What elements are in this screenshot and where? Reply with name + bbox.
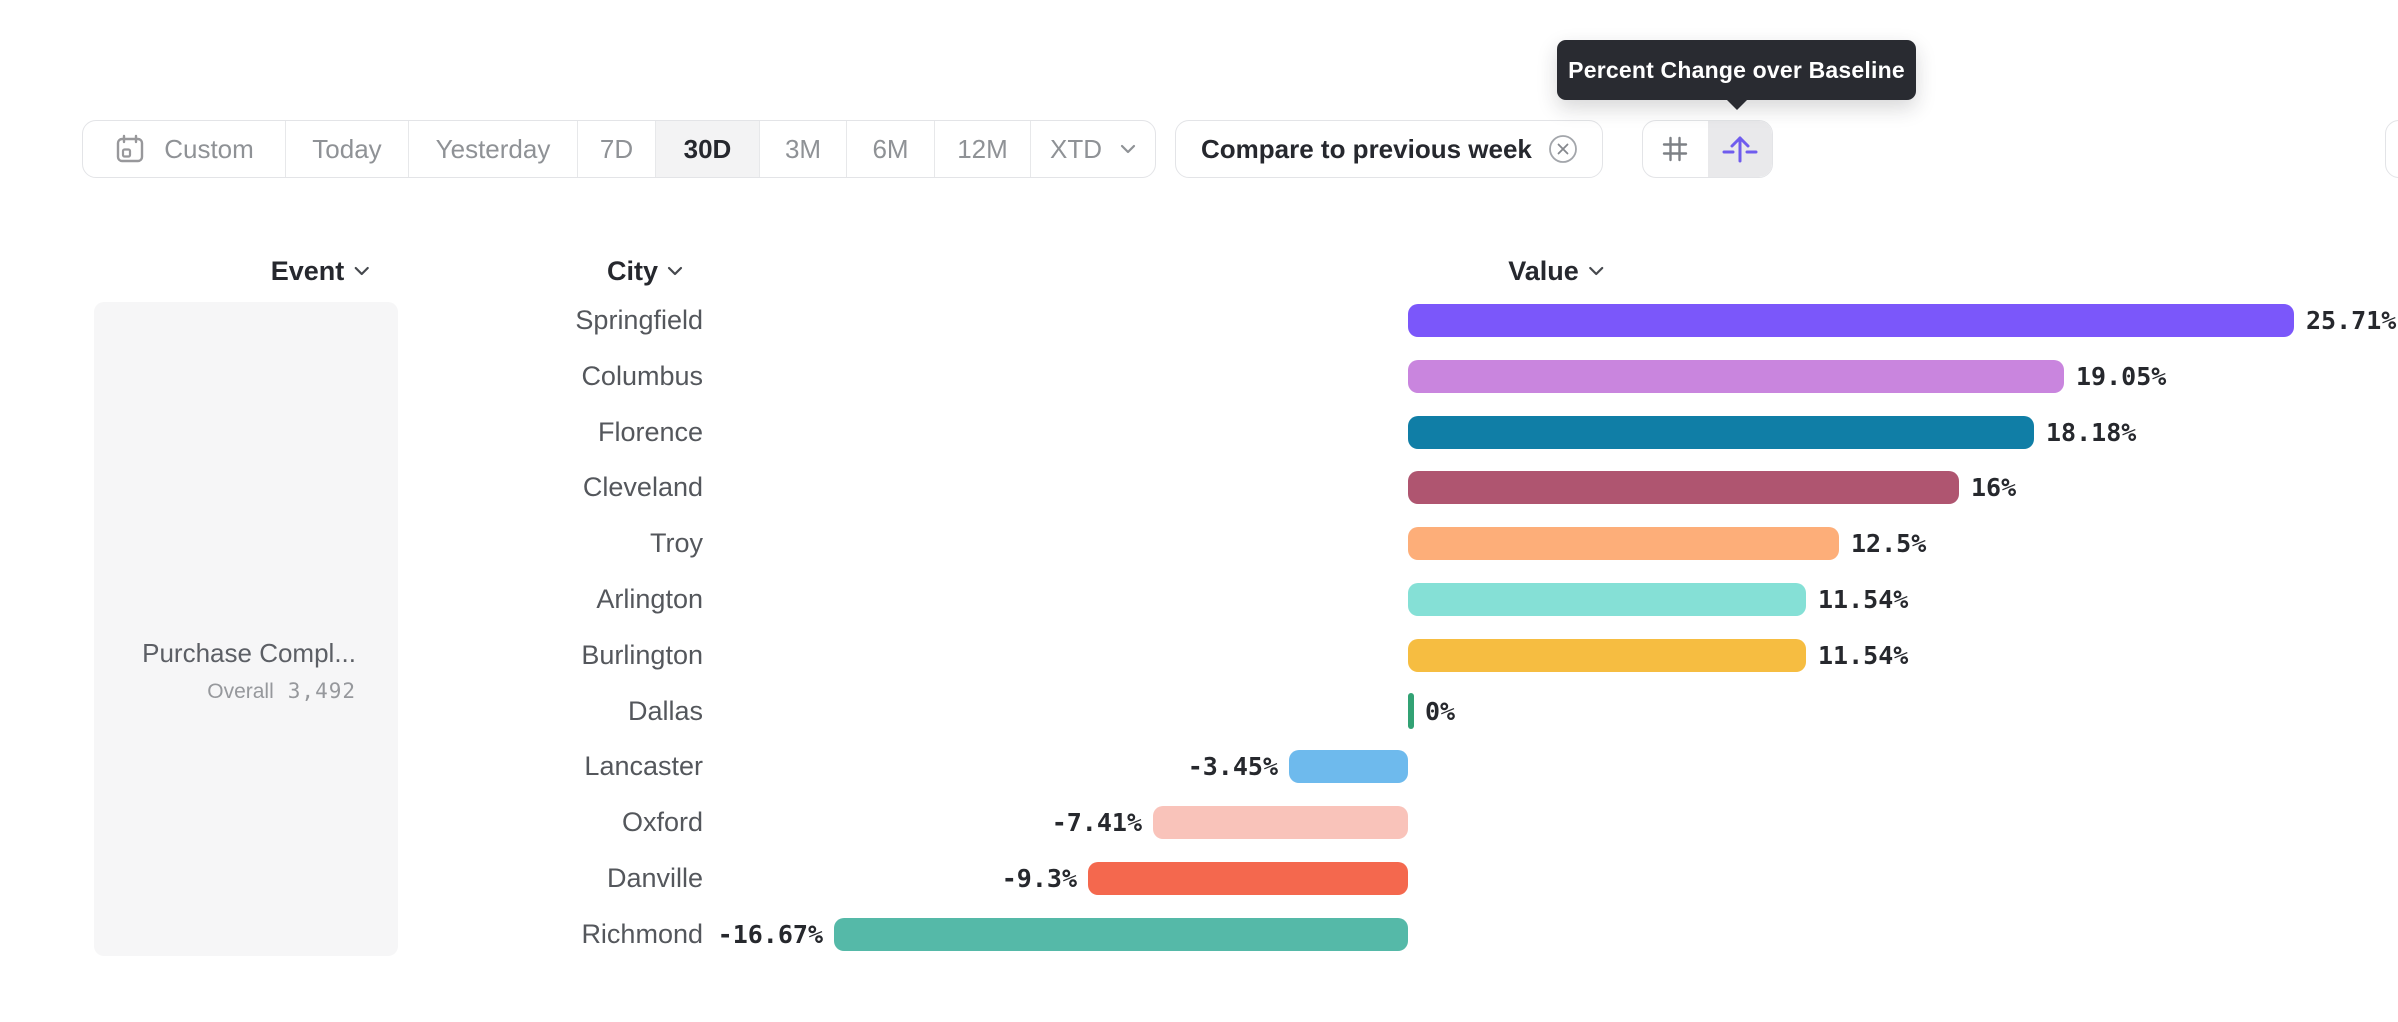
value-label-oxford: -7.41% (1051, 808, 1142, 838)
bar-troy[interactable] (1408, 527, 1839, 561)
event-card[interactable]: Purchase Compl... Overall 3,492 (94, 302, 398, 956)
value-label-troy: 12.5% (1851, 529, 1927, 559)
date-range-6m[interactable]: 6M (846, 121, 934, 177)
city-label-richmond: Richmond (581, 918, 703, 949)
date-range-label: Today (312, 133, 382, 164)
column-header-value-label: Value (1508, 255, 1579, 286)
date-range-label: 6M (872, 133, 909, 164)
view-toggle-group (1642, 120, 1773, 178)
column-header-city[interactable]: City (607, 256, 683, 286)
bar-dallas[interactable] (1408, 692, 1414, 729)
date-range-label: XTD (1050, 133, 1102, 164)
city-label-springfield: Springfield (575, 305, 703, 335)
tooltip-caret (1726, 99, 1748, 110)
column-header-value[interactable]: Value (1508, 256, 1604, 286)
event-metric-value: 3,492 (287, 679, 356, 703)
bar-arlington[interactable] (1408, 583, 1806, 616)
bar-oxford[interactable] (1153, 806, 1408, 840)
date-range-control: Custom Today Yesterday 7D 30D 3M 6M 12M XTD (82, 120, 1156, 178)
city-label-florence: Florence (597, 416, 703, 447)
value-label-lancaster: -3.45% (1187, 752, 1278, 782)
comparison-chip-label: Compare to previous week (1201, 133, 1532, 164)
city-label-arlington: Arlington (596, 584, 703, 614)
value-label-burlington: 11.54% (1818, 640, 1909, 670)
event-metric-label: Overall (207, 680, 274, 703)
date-range-xtd[interactable]: XTD (1030, 121, 1155, 177)
date-range-label: Custom (164, 133, 254, 164)
value-label-richmond: -16.67% (717, 919, 823, 949)
bar-richmond[interactable] (834, 917, 1408, 951)
city-label-lancaster: Lancaster (584, 751, 703, 782)
hash-icon (1659, 133, 1691, 165)
value-label-columbus: 19.05% (2076, 361, 2167, 391)
date-range-label: 12M (957, 133, 1008, 164)
chevron-down-icon (1120, 144, 1136, 154)
bar-burlington[interactable] (1408, 638, 1806, 672)
city-label-oxford: Oxford (621, 807, 703, 838)
grid-view-button[interactable] (1643, 121, 1708, 177)
calendar-icon (114, 133, 146, 165)
bar-cleveland[interactable] (1408, 471, 1959, 505)
column-header-city-label: City (606, 255, 659, 286)
comparison-chip[interactable]: Compare to previous week (1175, 120, 1603, 178)
bar-florence[interactable] (1408, 415, 2034, 449)
bar-columbus[interactable] (1408, 359, 2064, 393)
value-label-cleveland: 16% (1971, 473, 2017, 503)
value-label-danville: -9.3% (1001, 864, 1077, 893)
city-label-dallas: Dallas (627, 695, 703, 726)
tooltip: Percent Change over Baseline (1557, 40, 1916, 100)
city-label-troy: Troy (650, 528, 703, 559)
clipped-toolbar-button[interactable] (2385, 120, 2398, 178)
city-label-burlington: Burlington (581, 639, 703, 670)
value-label-dallas: 0% (1425, 696, 1456, 726)
arrow-up-baseline-icon (1722, 131, 1758, 167)
date-range-30d[interactable]: 30D (655, 121, 759, 177)
chevron-down-icon (667, 266, 683, 276)
chevron-down-icon (1588, 266, 1604, 276)
column-header-event-label: Event (270, 255, 345, 286)
percent-change-baseline-button[interactable] (1707, 121, 1772, 177)
bar-danville[interactable] (1088, 862, 1408, 895)
bar-lancaster[interactable] (1289, 750, 1408, 784)
event-name: Purchase Compl... (142, 638, 356, 668)
date-range-today[interactable]: Today (285, 121, 408, 177)
date-range-3m[interactable]: 3M (759, 121, 846, 177)
date-range-label: 7D (599, 133, 634, 164)
city-label-columbus: Columbus (581, 360, 703, 391)
date-range-7d[interactable]: 7D (577, 121, 655, 177)
event-metric: Overall 3,492 (207, 679, 356, 704)
circle-x-icon[interactable] (1548, 134, 1582, 164)
chevron-down-icon (353, 266, 369, 276)
column-header-event[interactable]: Event (271, 256, 370, 286)
date-range-label: 30D (683, 133, 732, 164)
date-range-label: 3M (784, 133, 822, 164)
value-label-arlington: 11.54% (1818, 585, 1909, 614)
date-range-label: Yesterday (435, 133, 551, 164)
date-range-yesterday[interactable]: Yesterday (408, 121, 577, 177)
date-range-12m[interactable]: 12M (934, 121, 1030, 177)
value-label-springfield: 25.71% (2306, 306, 2397, 335)
city-label-cleveland: Cleveland (582, 472, 703, 503)
bar-springfield[interactable] (1408, 304, 2294, 337)
tooltip-text: Percent Change over Baseline (1568, 56, 1905, 83)
city-label-danville: Danville (606, 863, 703, 893)
value-label-florence: 18.18% (2046, 417, 2137, 447)
date-range-custom[interactable]: Custom (83, 121, 285, 177)
